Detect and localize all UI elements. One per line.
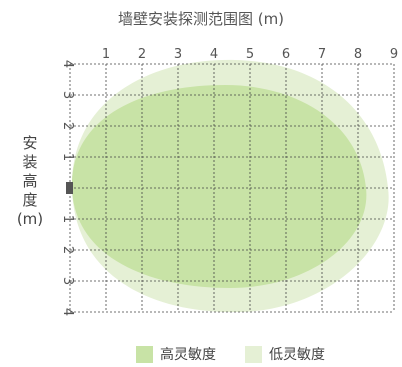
y-tick-label: 4 xyxy=(60,60,75,68)
y-axis-label-char: 安 xyxy=(22,134,38,152)
y-axis-label-char: 度 xyxy=(22,191,38,209)
legend-low-swatch xyxy=(245,345,262,363)
y-tick-label: 2 xyxy=(60,246,75,254)
x-tick-label: 7 xyxy=(318,47,326,62)
x-tick-label: 1 xyxy=(102,47,110,62)
legend-high: 高灵敏度 xyxy=(136,344,216,364)
x-tick-label: 9 xyxy=(390,47,398,62)
y-tick-label: 2 xyxy=(60,122,75,130)
y-axis-label: 安 装 高 度 (m) xyxy=(16,134,44,229)
y-axis-label-unit: (m) xyxy=(16,210,44,228)
y-tick-label: 1 xyxy=(60,215,75,223)
y-axis-label-char: 装 xyxy=(22,153,38,171)
x-tick-label: 5 xyxy=(246,47,254,62)
x-tick-label: 8 xyxy=(354,47,362,62)
diagram-title: 墙壁安装探测范围图 (m) xyxy=(117,10,285,28)
high-sensitivity-zone xyxy=(71,85,367,288)
legend-low: 低灵敏度 xyxy=(245,344,325,364)
legend-high-label: 高灵敏度 xyxy=(160,347,216,363)
sensor-marker xyxy=(66,182,73,194)
legend-low-label: 低灵敏度 xyxy=(269,347,325,363)
x-tick-label: 3 xyxy=(174,47,182,62)
x-tick-label: 2 xyxy=(138,47,146,62)
y-tick-label: 3 xyxy=(60,91,75,99)
y-tick-label: 3 xyxy=(60,277,75,285)
x-tick-label: 4 xyxy=(210,47,218,62)
y-axis-label-char: 高 xyxy=(22,172,38,190)
y-tick-label: 1 xyxy=(60,153,75,161)
y-tick-label: 4 xyxy=(60,308,75,316)
legend-high-swatch xyxy=(136,345,153,363)
x-tick-label: 6 xyxy=(282,47,290,62)
